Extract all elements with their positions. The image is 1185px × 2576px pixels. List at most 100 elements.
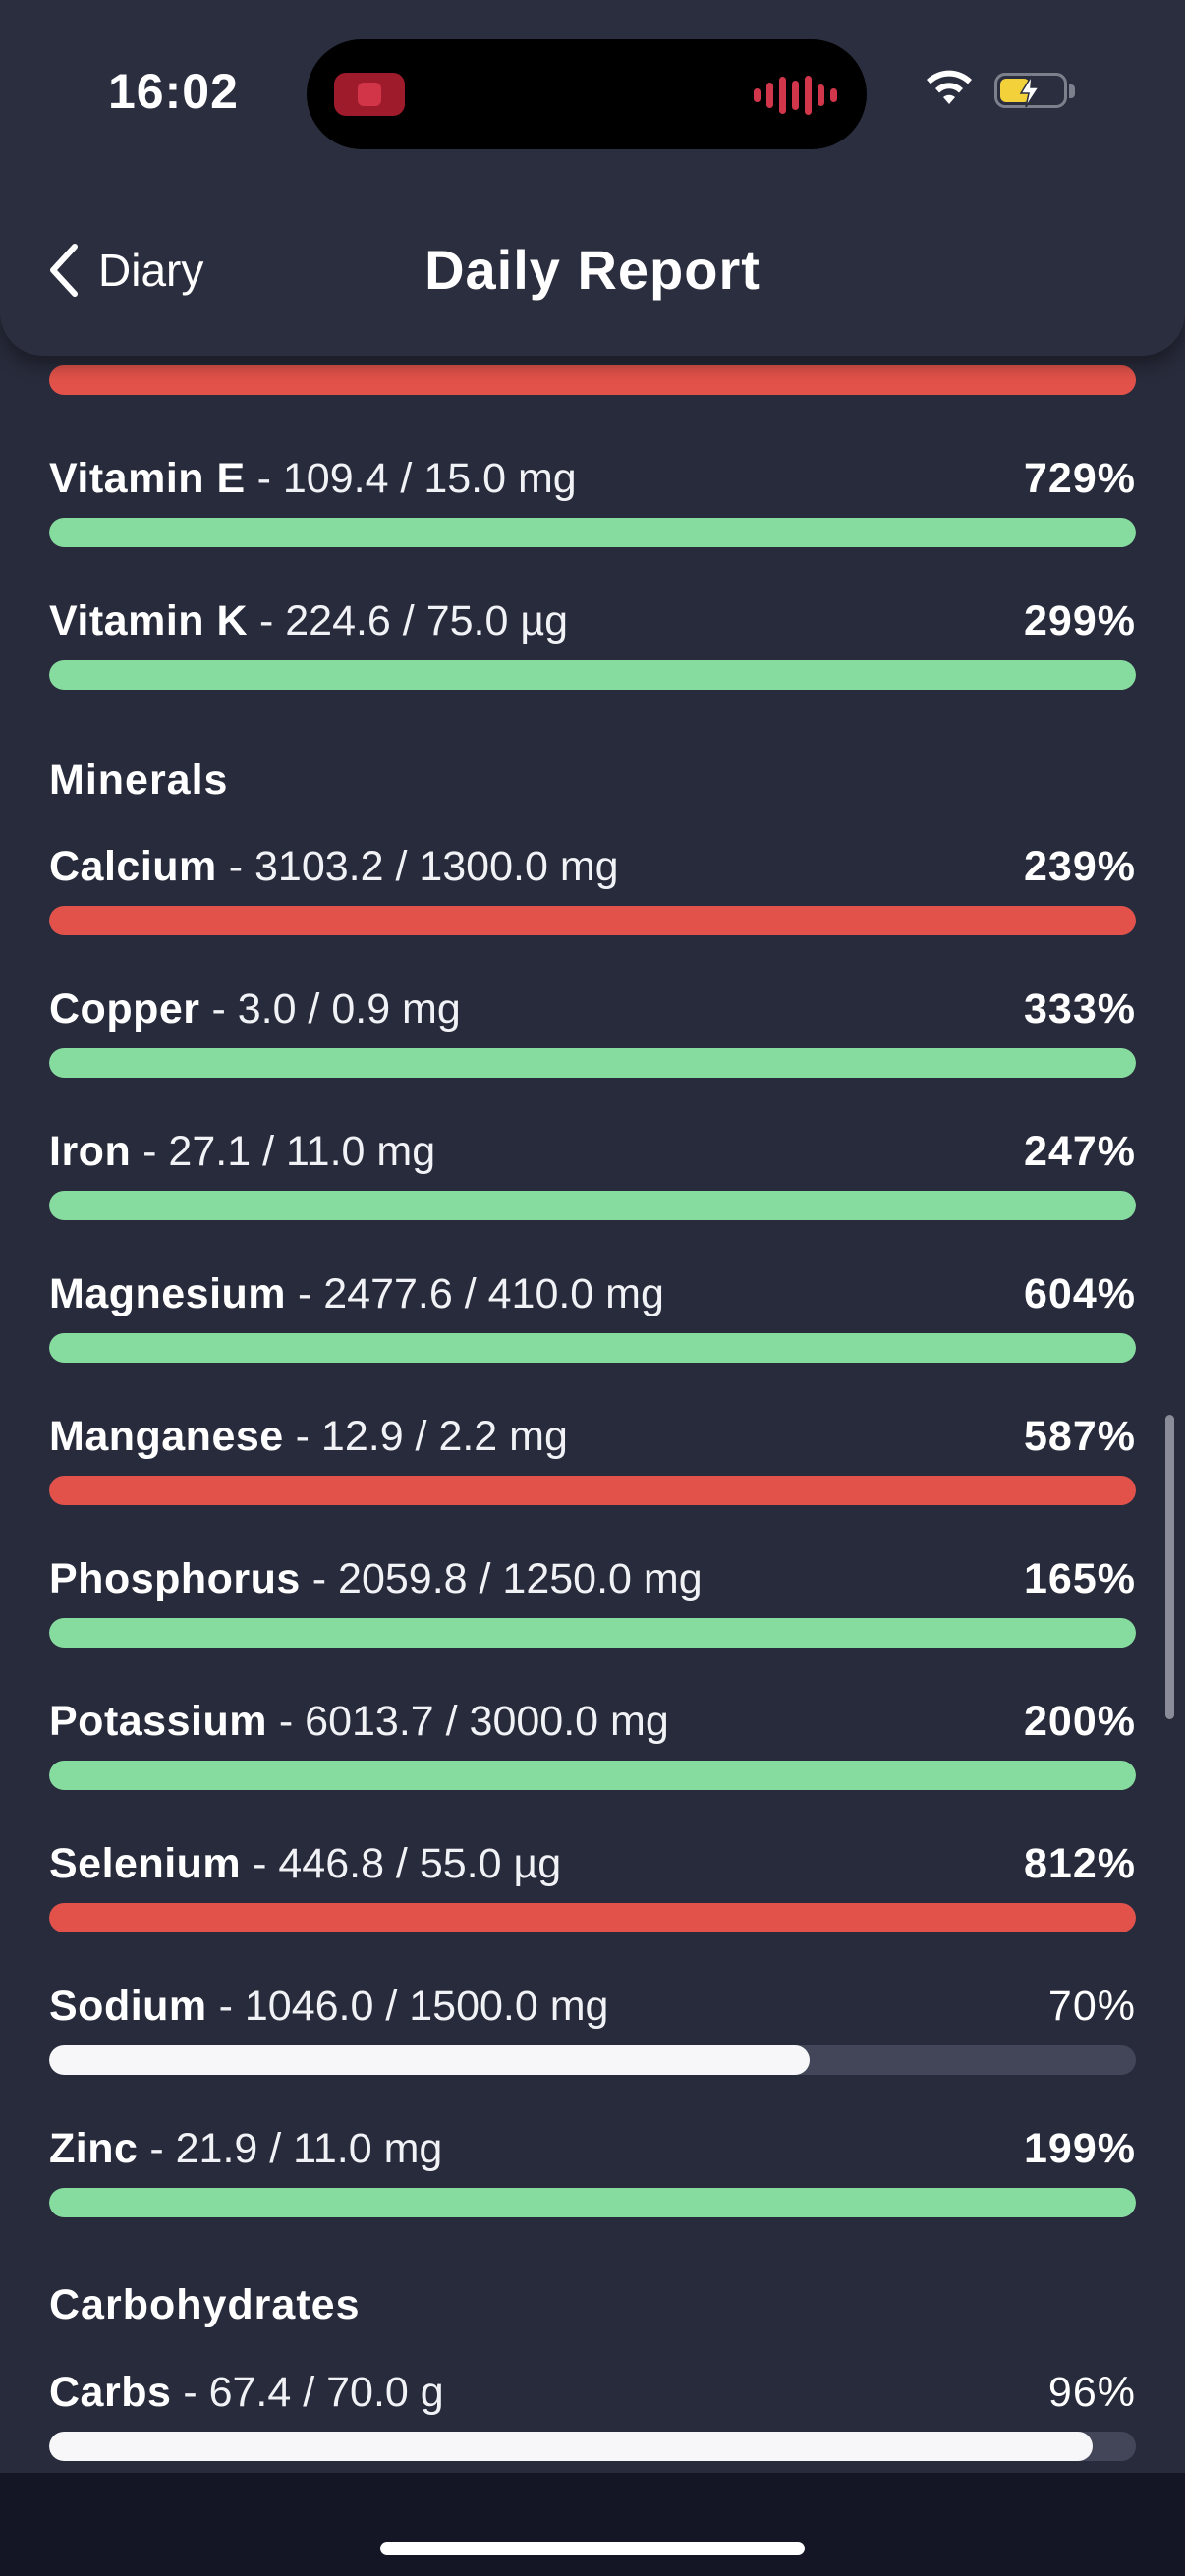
nutrient-percent: 96% [1047,2369,1136,2416]
nutrient-percent: 199% [1024,2125,1136,2172]
back-label: Diary [98,245,204,296]
nutrient-label: Magnesium - 2477.6 / 410.0 mg [49,1264,664,1323]
nutrient-percent: 165% [1024,1555,1136,1602]
progress-fill [49,2188,1136,2217]
progress-track [49,2188,1136,2217]
nutrient-row: Iron - 27.1 / 11.0 mg 247% [49,1122,1136,1230]
nutrient-label: Sodium - 1046.0 / 1500.0 mg [49,1977,608,2036]
wifi-icon [927,70,972,104]
nutrient-name: Manganese [49,1413,284,1460]
progress-fill [49,1903,1136,1932]
progress-track [49,906,1136,935]
section-title: Carbohydrates [49,2281,361,2328]
nutrient-name: Sodium [49,1983,207,2030]
nutrient-name: Zinc [49,2125,139,2172]
status-bar: 16:02 [0,0,1185,187]
nutrient-amount: - 1046.0 / 1500.0 mg [206,1983,609,2030]
nutrient-label: Copper - 3.0 / 0.9 mg [49,980,461,1038]
nutrient-amount: - 6013.7 / 3000.0 mg [266,1698,669,1745]
progress-fill [49,1191,1136,1220]
nutrient-name: Calcium [49,843,217,890]
nutrient-name: Copper [49,985,200,1033]
nutrient-row: Sodium - 1046.0 / 1500.0 mg 70% [49,1977,1136,2085]
progress-track [49,660,1136,690]
progress-track [49,1903,1136,1932]
nutrient-row: Potassium - 6013.7 / 3000.0 mg 200% [49,1692,1136,1800]
progress-fill [49,1048,1136,1078]
progress-track [49,1048,1136,1078]
progress-track [49,2432,1136,2461]
nutrient-percent: 333% [1024,985,1136,1033]
nutrient-name: Iron [49,1128,132,1175]
nutrient-name: Vitamin K [49,597,249,644]
nutrient-percent: 587% [1024,1413,1136,1460]
progress-track [49,2045,1136,2075]
nutrient-label: Zinc - 21.9 / 11.0 mg [49,2119,442,2178]
nutrient-amount: - 67.4 / 70.0 g [171,2369,444,2416]
now-playing-app-icon [334,73,405,116]
scroll-indicator[interactable] [1165,1415,1174,1719]
nutrient-label: Phosphorus - 2059.8 / 1250.0 mg [49,1549,703,1608]
nutrient-percent: 729% [1024,455,1136,502]
nutrient-name: Vitamin E [49,455,246,502]
nutrient-row: Manganese - 12.9 / 2.2 mg 587% [49,1407,1136,1515]
page-title: Daily Report [424,239,761,301]
nutrient-percent: 604% [1024,1270,1136,1317]
progress-fill [49,906,1136,935]
nutrient-row: Carbs - 67.4 / 70.0 g 96% [49,2363,1136,2471]
nutrient-percent: 247% [1024,1128,1136,1175]
report-content[interactable]: Vitamin E - 109.4 / 15.0 mg 729% Vitamin K… [0,356,1185,2473]
progress-track [49,1476,1136,1505]
nutrient-label: Vitamin K - 224.6 / 75.0 µg [49,591,568,650]
nutrient-percent: 812% [1024,1840,1136,1887]
battery-cap [1069,84,1075,98]
nutrient-amount: - 3.0 / 0.9 mg [199,985,461,1033]
progress-fill [49,2045,811,2075]
progress-fill [49,1476,1136,1505]
progress-track [49,1191,1136,1220]
nutrient-amount: - 3103.2 / 1300.0 mg [216,843,619,890]
progress-track [49,518,1136,547]
progress-track [49,1618,1136,1648]
nutrient-name: Magnesium [49,1270,287,1317]
section-title: Minerals [49,756,229,804]
nutrient-label: Manganese - 12.9 / 2.2 mg [49,1407,568,1466]
nutrient-row: Vitamin E - 109.4 / 15.0 mg 729% [49,449,1136,557]
nutrient-label: Iron - 27.1 / 11.0 mg [49,1122,435,1181]
progress-fill [49,1618,1136,1648]
nutrient-amount: - 446.8 / 55.0 µg [241,1840,562,1887]
nutrient-label: Vitamin E - 109.4 / 15.0 mg [49,449,577,508]
nutrient-amount: - 12.9 / 2.2 mg [283,1413,568,1460]
progress-fill [49,660,1136,690]
nutrient-percent: 200% [1024,1698,1136,1745]
home-indicator[interactable] [380,2542,805,2555]
nutrient-name: Phosphorus [49,1555,301,1602]
nutrient-amount: - 109.4 / 15.0 mg [245,455,577,502]
dynamic-island [307,39,867,149]
progress-track [49,1333,1136,1363]
nutrient-name: Selenium [49,1840,242,1887]
progress-track [49,1761,1136,1790]
nutrient-amount: - 2059.8 / 1250.0 mg [300,1555,703,1602]
nutrient-row: Magnesium - 2477.6 / 410.0 mg 604% [49,1264,1136,1372]
back-button[interactable]: Diary [47,236,203,305]
nutrient-label: Carbs - 67.4 / 70.0 g [49,2363,444,2422]
battery-icon [994,73,1067,108]
nutrient-row: Vitamin K - 224.6 / 75.0 µg 299% [49,591,1136,700]
progress-bar-partial [49,365,1136,395]
nutrient-amount: - 2477.6 / 410.0 mg [286,1270,664,1317]
nutrient-amount: - 224.6 / 75.0 µg [248,597,569,644]
home-indicator-area [0,2473,1185,2576]
progress-fill [49,2432,1093,2461]
nutrient-label: Calcium - 3103.2 / 1300.0 mg [49,837,619,896]
nutrient-amount: - 21.9 / 11.0 mg [138,2125,443,2172]
nutrient-amount: - 27.1 / 11.0 mg [131,1128,436,1175]
nutrient-percent: 239% [1024,843,1136,890]
nutrient-row: Calcium - 3103.2 / 1300.0 mg 239% [49,837,1136,945]
nutrient-row: Zinc - 21.9 / 11.0 mg 199% [49,2119,1136,2227]
nutrient-name: Potassium [49,1698,267,1745]
progress-fill [49,1761,1136,1790]
status-time: 16:02 [108,64,239,119]
progress-fill [49,518,1136,547]
audio-waveform-icon [754,75,837,116]
